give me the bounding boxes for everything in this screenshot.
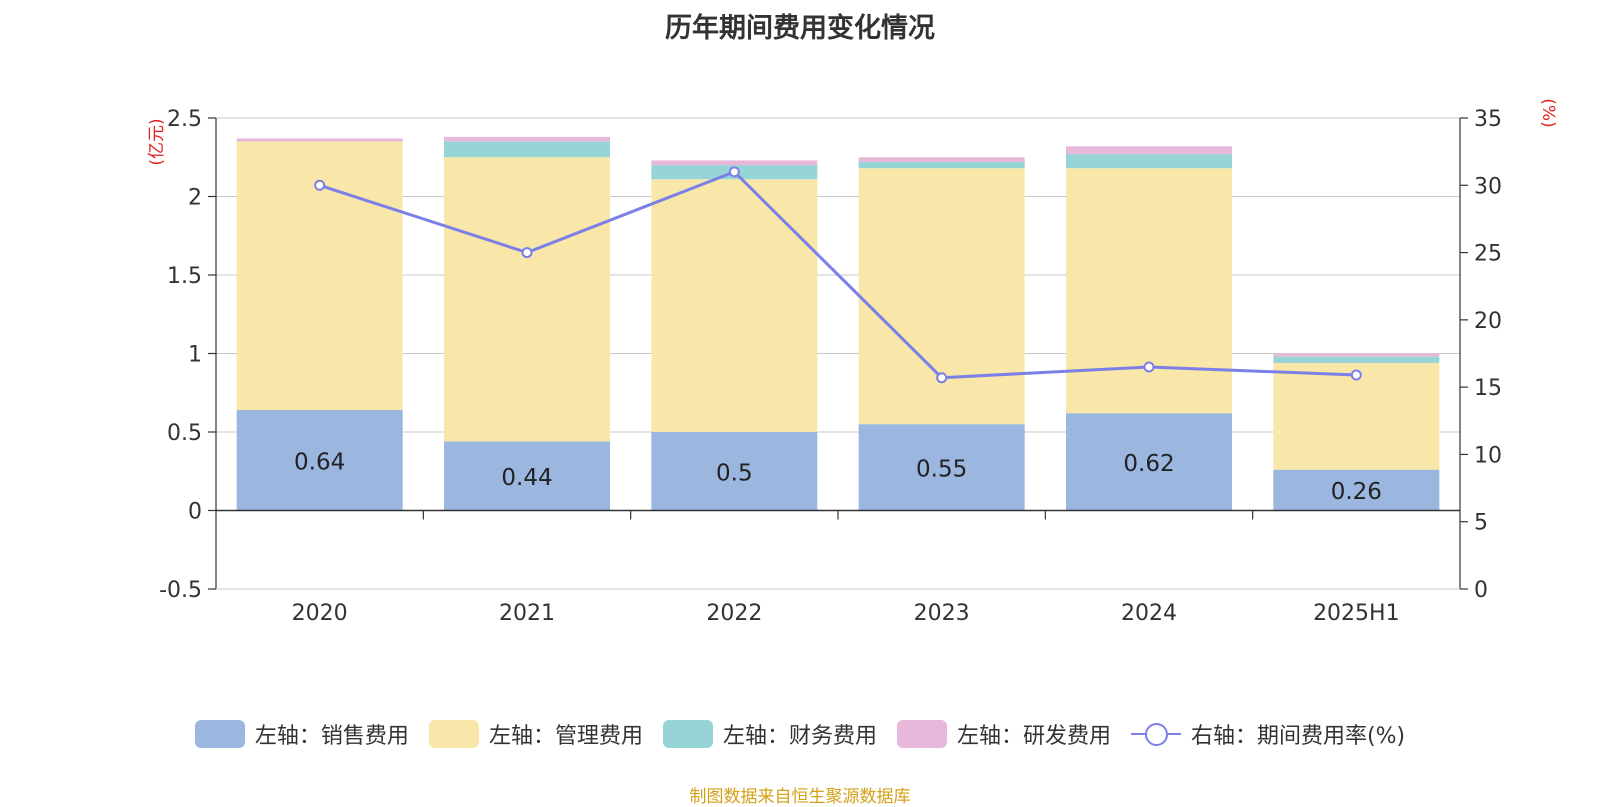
- rate-line-layer: [314, 166, 1362, 384]
- x-tick-label: 2021: [499, 601, 555, 626]
- legend-label-sales: 左轴：销售费用: [254, 724, 409, 749]
- left-tick-label: 2.5: [167, 107, 202, 132]
- bar-segment-1-5: [1273, 362, 1440, 470]
- right-tick-label: 35: [1474, 107, 1502, 132]
- legend: 左轴：销售费用 左轴：管理费用 左轴：财务费用 左轴：研发费用 右轴：期间费用率…: [0, 718, 1600, 750]
- data-label: 0.44: [501, 465, 552, 491]
- bar-segment-3-2: [651, 160, 818, 166]
- bar-segment-1-1: [444, 157, 610, 442]
- bar-segment-3-4: [1066, 146, 1232, 155]
- legend-swatch-admin: [428, 720, 479, 748]
- left-tick-label: 2: [188, 186, 202, 211]
- data-label: 0.62: [1123, 451, 1174, 477]
- right-tick-label: 5: [1474, 511, 1488, 536]
- data-label: 0.64: [294, 449, 345, 475]
- bar-segment-1-4: [1066, 168, 1232, 414]
- left-tick-label: 1.5: [167, 264, 202, 289]
- bar-layer: [236, 136, 1440, 511]
- rate-point: [521, 247, 533, 259]
- x-tick-label: 2020: [292, 601, 348, 626]
- legend-item-rnd[interactable]: 左轴：研发费用: [896, 718, 1111, 750]
- left-tick-label: 1: [188, 343, 202, 368]
- left-tick-label: 0: [188, 500, 202, 525]
- data-label-layer: 0.64 0.44 0.5 0.55 0.62 0.26: [294, 449, 1382, 505]
- data-label: 0.55: [916, 456, 967, 482]
- data-label: 0.5: [716, 460, 753, 486]
- rate-point: [1143, 361, 1155, 373]
- rate-line: [319, 170, 1357, 380]
- chart-title: 历年期间费用变化情况: [665, 13, 935, 44]
- x-tick-label: 2023: [914, 601, 970, 626]
- rate-point: [1350, 369, 1362, 381]
- right-tick-label: 25: [1474, 242, 1502, 267]
- bar-segment-0-2: [651, 432, 818, 511]
- legend-line-marker-icon: [1130, 720, 1181, 748]
- bar-segment-1-2: [651, 179, 818, 432]
- bar-segment-3-3: [858, 157, 1025, 162]
- right-tick-label: 20: [1474, 309, 1502, 334]
- bar-segment-2-3: [858, 161, 1025, 169]
- right-axis-unit-label: (%): [1538, 98, 1558, 127]
- x-tick-label: 2024: [1121, 601, 1177, 626]
- legend-swatch-rnd: [896, 720, 947, 748]
- rate-point: [936, 372, 948, 384]
- bar-segment-2-5: [1273, 356, 1440, 363]
- legend-label-admin: 左轴：管理费用: [488, 724, 643, 749]
- rate-point: [314, 179, 326, 191]
- bar-segment-1-3: [858, 168, 1025, 425]
- bar-segment-2-4: [1066, 154, 1232, 169]
- legend-label-rnd: 左轴：研发费用: [956, 724, 1111, 749]
- x-tick-label: 2025H1: [1313, 601, 1400, 626]
- legend-item-rate[interactable]: 右轴：期间费用率(%): [1130, 718, 1406, 750]
- bar-segment-3-1: [444, 136, 610, 142]
- right-tick-label: 15: [1474, 376, 1502, 401]
- x-tick-label: 2022: [706, 601, 762, 626]
- bar-segment-3-0: [236, 138, 403, 142]
- left-axis-unit-label: (亿元): [147, 118, 167, 165]
- bar-segment-0-1: [444, 441, 610, 511]
- bar-segment-3-5: [1273, 353, 1440, 357]
- left-tick-label: 0.5: [167, 421, 202, 446]
- legend-swatch-sales: [194, 720, 245, 748]
- legend-label-finance: 左轴：财务费用: [722, 724, 877, 749]
- bar-segment-2-1: [444, 141, 610, 158]
- bar-segment-0-3: [858, 424, 1025, 511]
- right-tick-label: 0: [1474, 578, 1488, 603]
- rate-point: [728, 166, 740, 178]
- bar-segment-0-5: [1273, 469, 1440, 511]
- bar-segment-0-0: [236, 410, 403, 511]
- legend-item-finance[interactable]: 左轴：财务费用: [662, 718, 877, 750]
- source-note: 制图数据来自恒生聚源数据库: [689, 787, 911, 807]
- left-tick-label: -0.5: [159, 578, 202, 603]
- data-label: 0.26: [1331, 479, 1382, 505]
- legend-item-sales[interactable]: 左轴：销售费用: [194, 718, 409, 750]
- bar-segment-0-4: [1066, 413, 1232, 511]
- right-tick-label: 10: [1474, 443, 1502, 468]
- legend-item-admin[interactable]: 左轴：管理费用: [428, 718, 643, 750]
- legend-swatch-finance: [662, 720, 713, 748]
- right-tick-label: 30: [1474, 174, 1502, 199]
- legend-label-rate: 右轴：期间费用率(%): [1190, 724, 1406, 749]
- axes: 2.5 2 1.5 1 0.5 0 -0.5 35 30 25 20 15 10 5 0 (亿元) (%) 202…: [147, 98, 1558, 626]
